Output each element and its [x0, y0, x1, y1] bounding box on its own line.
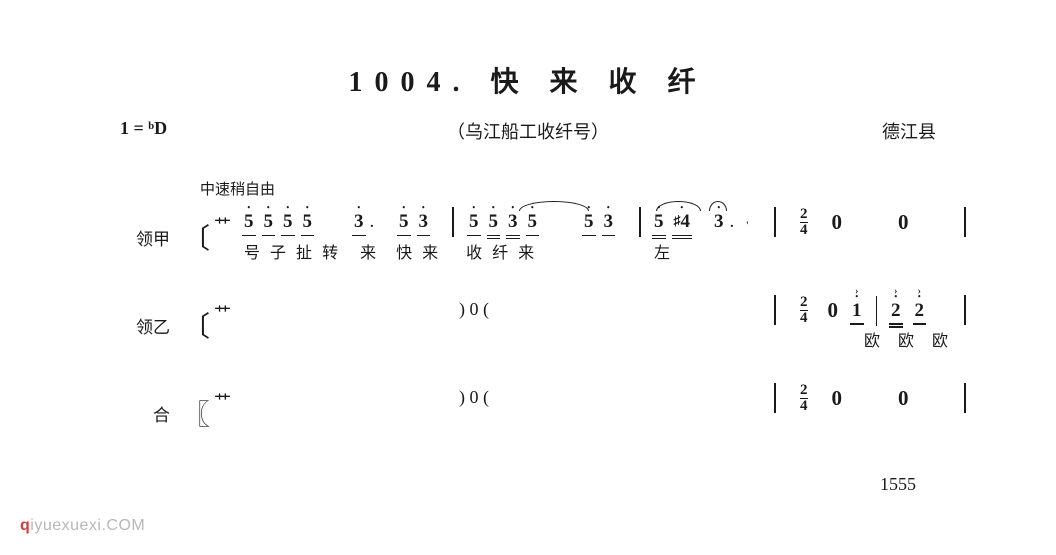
- note-group-3: •5 •3: [399, 211, 428, 233]
- key-signature: 1 = ᵇD: [120, 118, 167, 139]
- page-number: 1555: [880, 474, 916, 495]
- note: •5: [283, 211, 293, 233]
- staff-row-lead-a: 领甲 〔 艹 •5 •5 •5 •5 •3 . •5 •3 •5: [120, 207, 936, 267]
- measure-end-b: 2 4 0 ›•1 ›•2 ›•2: [794, 295, 924, 326]
- header-row: 1 = ᵇD （乌江船工收纤号） 德江县: [120, 118, 936, 148]
- watermark: qiyuexuexi.COM: [20, 517, 145, 535]
- barline-icon: [774, 295, 776, 325]
- multi-rest: ) 0 (: [459, 387, 489, 408]
- measure-end-a: 2 4 0 0: [794, 207, 909, 238]
- note-group-7: •3 . ': [714, 211, 748, 233]
- music-line-lead-a: 艹 •5 •5 •5 •5 •3 . •5 •3 •5 •5 •: [214, 207, 936, 267]
- measure-end-c: 2 4 0 0: [794, 383, 909, 414]
- note: •3: [508, 211, 518, 233]
- lyrics-lead-a2: 左: [654, 239, 670, 263]
- note: ›•2: [891, 300, 901, 322]
- piece-title: 1004. 快 来 收 纤: [120, 60, 936, 100]
- breath-icon: ': [746, 218, 748, 233]
- watermark-rest: iyuexuexi.COM: [30, 517, 145, 534]
- part-label-chorus: 合: [120, 401, 170, 426]
- note: •♯4: [674, 211, 691, 233]
- note: •5: [584, 211, 594, 233]
- rest: 0: [898, 386, 909, 411]
- note-group-1: •5 •5 •5 •5: [244, 211, 312, 233]
- note: •5: [489, 211, 499, 233]
- note: •5: [244, 211, 254, 233]
- time-signature: 2 4: [800, 295, 808, 326]
- note: •5: [399, 211, 409, 233]
- dot-icon: .: [730, 211, 735, 233]
- score-page: 1004. 快 来 收 纤 1 = ᵇD （乌江船工收纤号） 德江县 中速稍自由…: [0, 0, 1056, 555]
- freemeter-icon: 艹: [214, 211, 231, 236]
- music-line-lead-b: 艹 ) 0 ( 2 4 0 ›•1 ›•2 ›•2 欧 欧 欧: [214, 295, 936, 355]
- tie-icon: [519, 201, 589, 211]
- note: •5: [264, 211, 274, 233]
- note: •5: [654, 211, 664, 233]
- barline-icon: [639, 207, 641, 237]
- staff-row-lead-b: 领乙 〔 艹 ) 0 ( 2 4 0 ›•1 ›•2 ›•2 欧 欧 欧: [120, 295, 936, 355]
- multi-rest: ) 0 (: [459, 299, 489, 320]
- barline-icon: [964, 295, 966, 325]
- rest: 0: [832, 386, 843, 411]
- music-line-chorus: 艹 ) 0 ( 2 4 0 0: [214, 383, 936, 443]
- tie-icon: [656, 201, 701, 211]
- barline-icon: [774, 207, 776, 237]
- rest: 0: [832, 210, 843, 235]
- note: •5: [528, 211, 538, 233]
- rest: 0: [898, 210, 909, 235]
- freemeter-icon: 艹: [214, 299, 231, 324]
- part-label-lead-b: 领乙: [120, 313, 170, 338]
- note: ›•1: [852, 300, 862, 322]
- part-label-lead-a: 领甲: [120, 225, 170, 250]
- freemeter-icon: 艹: [214, 387, 231, 412]
- lyrics-lead-b: 欧 欧 欧: [864, 327, 948, 351]
- watermark-first-letter: q: [20, 517, 30, 534]
- note-group-2: •3 .: [354, 211, 374, 233]
- bar-bracket-icon: 〔: [182, 305, 210, 345]
- rest: 0: [828, 298, 839, 323]
- staff-row-chorus: 合 〖 艹 ) 0 ( 2 4 0 0: [120, 383, 936, 443]
- bar-bracket-icon: 〔: [182, 217, 210, 257]
- note: •5: [469, 211, 479, 233]
- note: ›•2: [915, 300, 925, 322]
- dot-icon: .: [370, 211, 375, 233]
- barline-icon: [774, 383, 776, 413]
- time-signature: 2 4: [800, 383, 808, 414]
- note-group-6: •5 •♯4: [654, 211, 690, 233]
- note: •5: [303, 211, 313, 233]
- note-group-5: •5 •3: [584, 211, 613, 233]
- origin-county: 德江县: [882, 118, 936, 144]
- lyrics-lead-a: 号 子 扯 转 来 快 来 收 纤 来: [244, 239, 534, 263]
- time-signature: 2 4: [800, 207, 808, 238]
- barline-icon: [876, 296, 878, 326]
- note: •3: [419, 211, 429, 233]
- note: •3: [714, 211, 724, 233]
- subtitle: （乌江船工收纤号）: [447, 118, 609, 144]
- tempo-marking: 中速稍自由: [200, 178, 936, 199]
- note: •3: [604, 211, 614, 233]
- note-group-4: •5 •5 •3 •5: [469, 211, 537, 233]
- note: •3: [354, 211, 364, 233]
- barline-icon: [964, 207, 966, 237]
- barline-icon: [964, 383, 966, 413]
- bar-bracket-icon: 〖: [182, 393, 210, 433]
- barline-icon: [452, 207, 454, 237]
